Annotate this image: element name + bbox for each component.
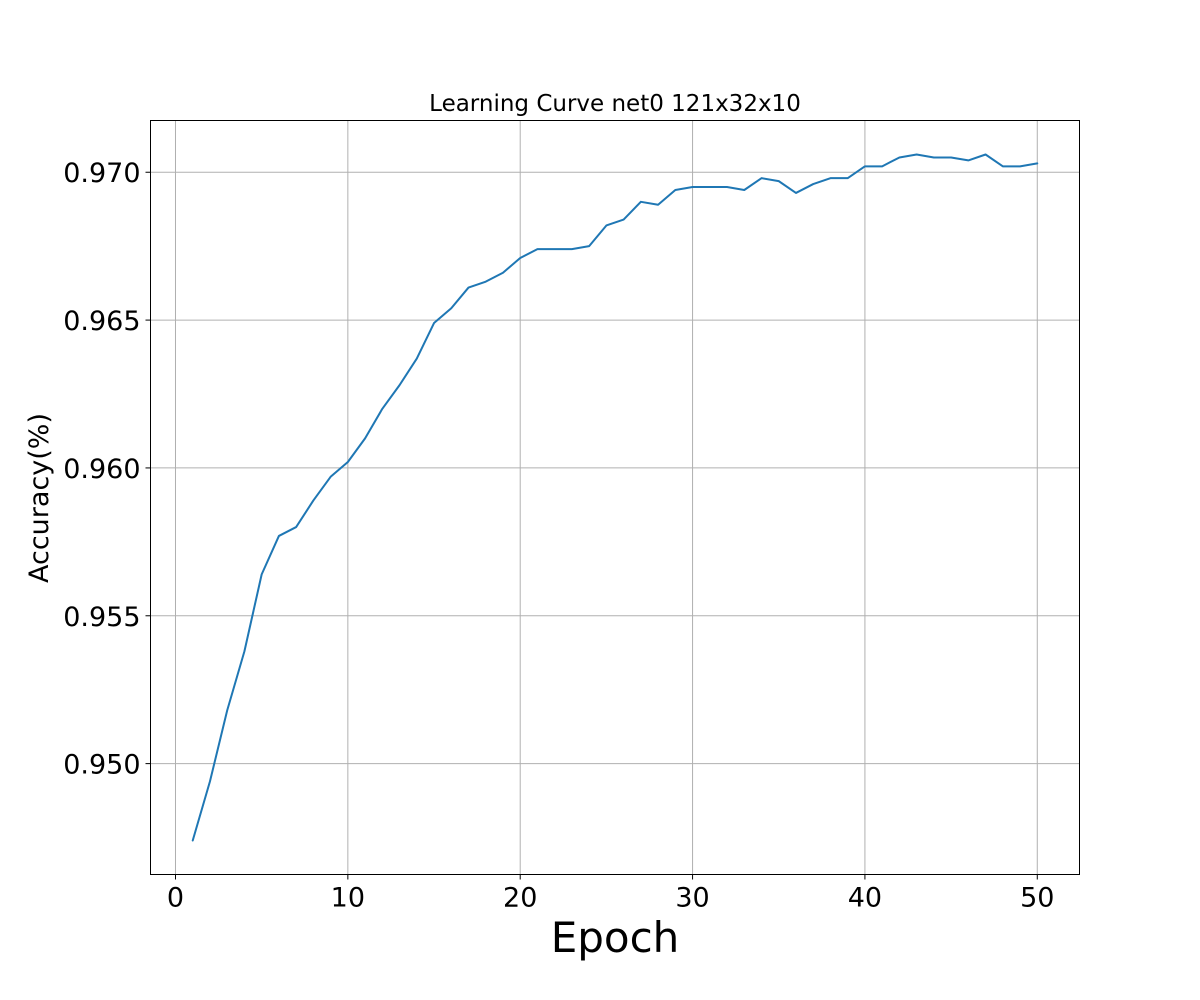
y-tick-label: 0.950 <box>63 750 140 781</box>
x-tick-label: 20 <box>503 883 537 914</box>
y-tick-label: 0.970 <box>63 158 140 189</box>
grid <box>150 120 1080 875</box>
y-tick-label: 0.965 <box>63 306 140 337</box>
x-tick-label: 40 <box>848 883 882 914</box>
x-axis-label: Epoch <box>551 913 680 962</box>
chart-title: Learning Curve net0 121x32x10 <box>429 91 801 117</box>
x-tick-label: 50 <box>1020 883 1054 914</box>
series-layer <box>191 153 1039 842</box>
y-tick-label: 0.960 <box>63 454 140 485</box>
axis-ticks: 0 10 20 30 40 50 0.950 0.955 0.960 0.965 0.970 <box>63 158 1054 913</box>
accuracy-series-line <box>191 153 1039 842</box>
x-tick-label: 0 <box>167 883 184 914</box>
x-tick-label: 30 <box>675 883 709 914</box>
y-axis-label: Accuracy(%) <box>24 413 55 583</box>
plot-frame <box>150 120 1080 875</box>
y-tick-label: 0.955 <box>63 602 140 633</box>
x-tick-label: 10 <box>331 883 365 914</box>
